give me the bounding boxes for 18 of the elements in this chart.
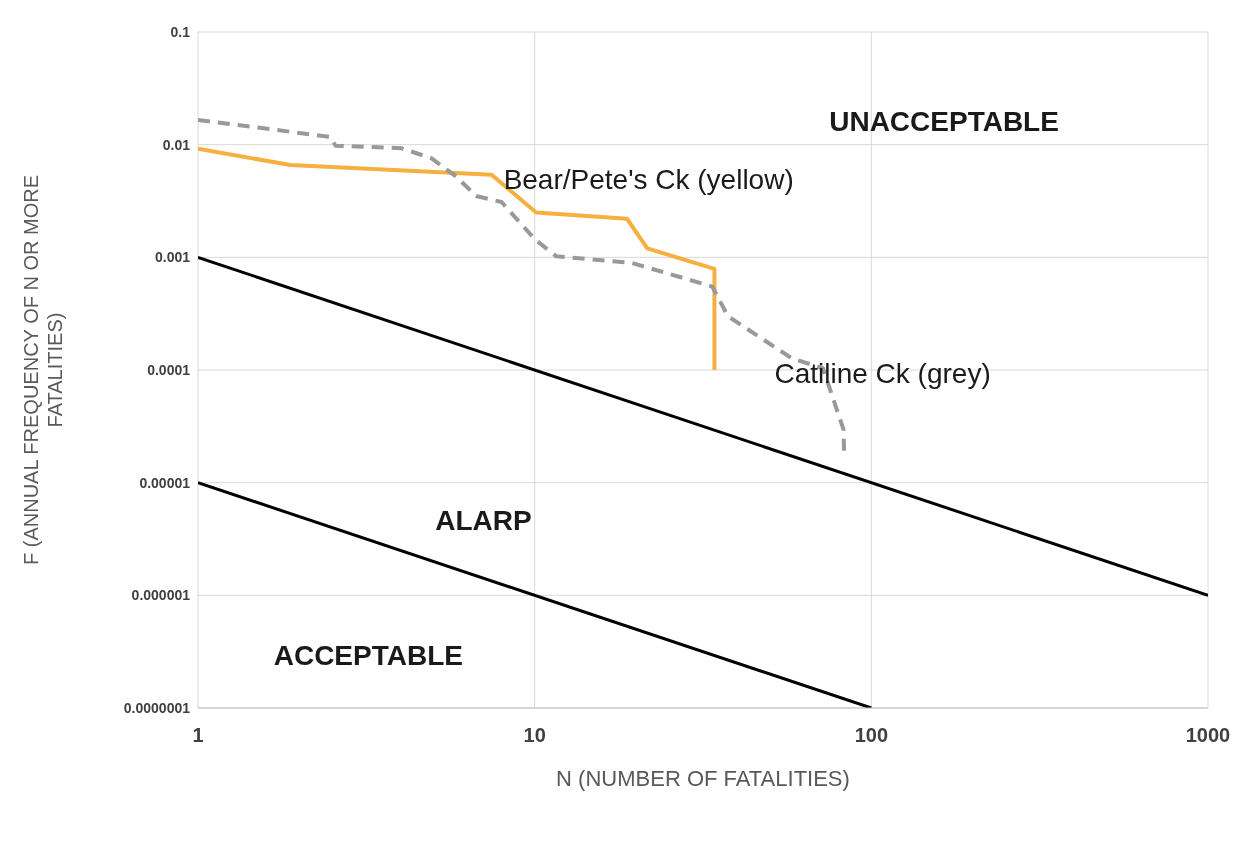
y-tick-label: 0.01 [162, 136, 191, 153]
x-axis-title: N (NUMBER OF FATALITIES) [556, 766, 850, 791]
series-label: Bear/Pete's Ck (yellow) [503, 163, 794, 195]
x-tick-label: 1000 [1185, 724, 1231, 747]
y-axis-title: F (ANNUAL FREQUENCY OF N OR MORE FATALITIES) [20, 174, 66, 566]
annotation: ALARP [435, 505, 532, 538]
x-tick-label: 100 [854, 724, 889, 747]
series-label: Catiline Ck (grey) [774, 357, 991, 389]
x-tick-label: 1 [192, 724, 204, 747]
y-tick-label: 0.0000001 [123, 699, 191, 716]
y-tick-label: 0.0001 [147, 361, 191, 378]
y-tick-label: 0.00001 [139, 474, 191, 491]
y-tick-label: 0.000001 [131, 587, 191, 604]
annotation: UNACCEPTABLE [829, 106, 1059, 139]
annotation: ACCEPTABLE [273, 640, 463, 673]
x-tick-label: 10 [523, 724, 546, 747]
y-tick-label: 0.1 [170, 23, 191, 40]
y-tick-label: 0.001 [154, 249, 191, 266]
